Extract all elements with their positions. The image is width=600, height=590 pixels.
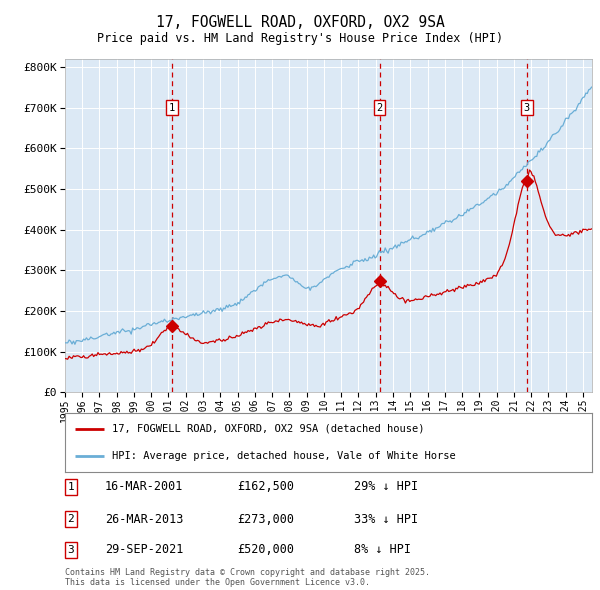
Text: 16-MAR-2001: 16-MAR-2001 [105, 480, 184, 493]
Text: 29% ↓ HPI: 29% ↓ HPI [354, 480, 418, 493]
Text: £162,500: £162,500 [237, 480, 294, 493]
Text: Contains HM Land Registry data © Crown copyright and database right 2025.: Contains HM Land Registry data © Crown c… [65, 568, 430, 577]
Text: 17, FOGWELL ROAD, OXFORD, OX2 9SA: 17, FOGWELL ROAD, OXFORD, OX2 9SA [155, 15, 445, 30]
Text: 1: 1 [67, 482, 74, 491]
Text: 29-SEP-2021: 29-SEP-2021 [105, 543, 184, 556]
Text: 1: 1 [169, 103, 175, 113]
Text: 3: 3 [67, 545, 74, 555]
Text: 33% ↓ HPI: 33% ↓ HPI [354, 513, 418, 526]
Text: 3: 3 [524, 103, 530, 113]
Text: 8% ↓ HPI: 8% ↓ HPI [354, 543, 411, 556]
Text: HPI: Average price, detached house, Vale of White Horse: HPI: Average price, detached house, Vale… [112, 451, 456, 461]
Text: 17, FOGWELL ROAD, OXFORD, OX2 9SA (detached house): 17, FOGWELL ROAD, OXFORD, OX2 9SA (detac… [112, 424, 425, 434]
Text: Price paid vs. HM Land Registry's House Price Index (HPI): Price paid vs. HM Land Registry's House … [97, 32, 503, 45]
Text: 2: 2 [377, 103, 383, 113]
Text: £520,000: £520,000 [237, 543, 294, 556]
Text: This data is licensed under the Open Government Licence v3.0.: This data is licensed under the Open Gov… [65, 578, 370, 587]
Text: 26-MAR-2013: 26-MAR-2013 [105, 513, 184, 526]
Text: 2: 2 [67, 514, 74, 524]
Text: £273,000: £273,000 [237, 513, 294, 526]
